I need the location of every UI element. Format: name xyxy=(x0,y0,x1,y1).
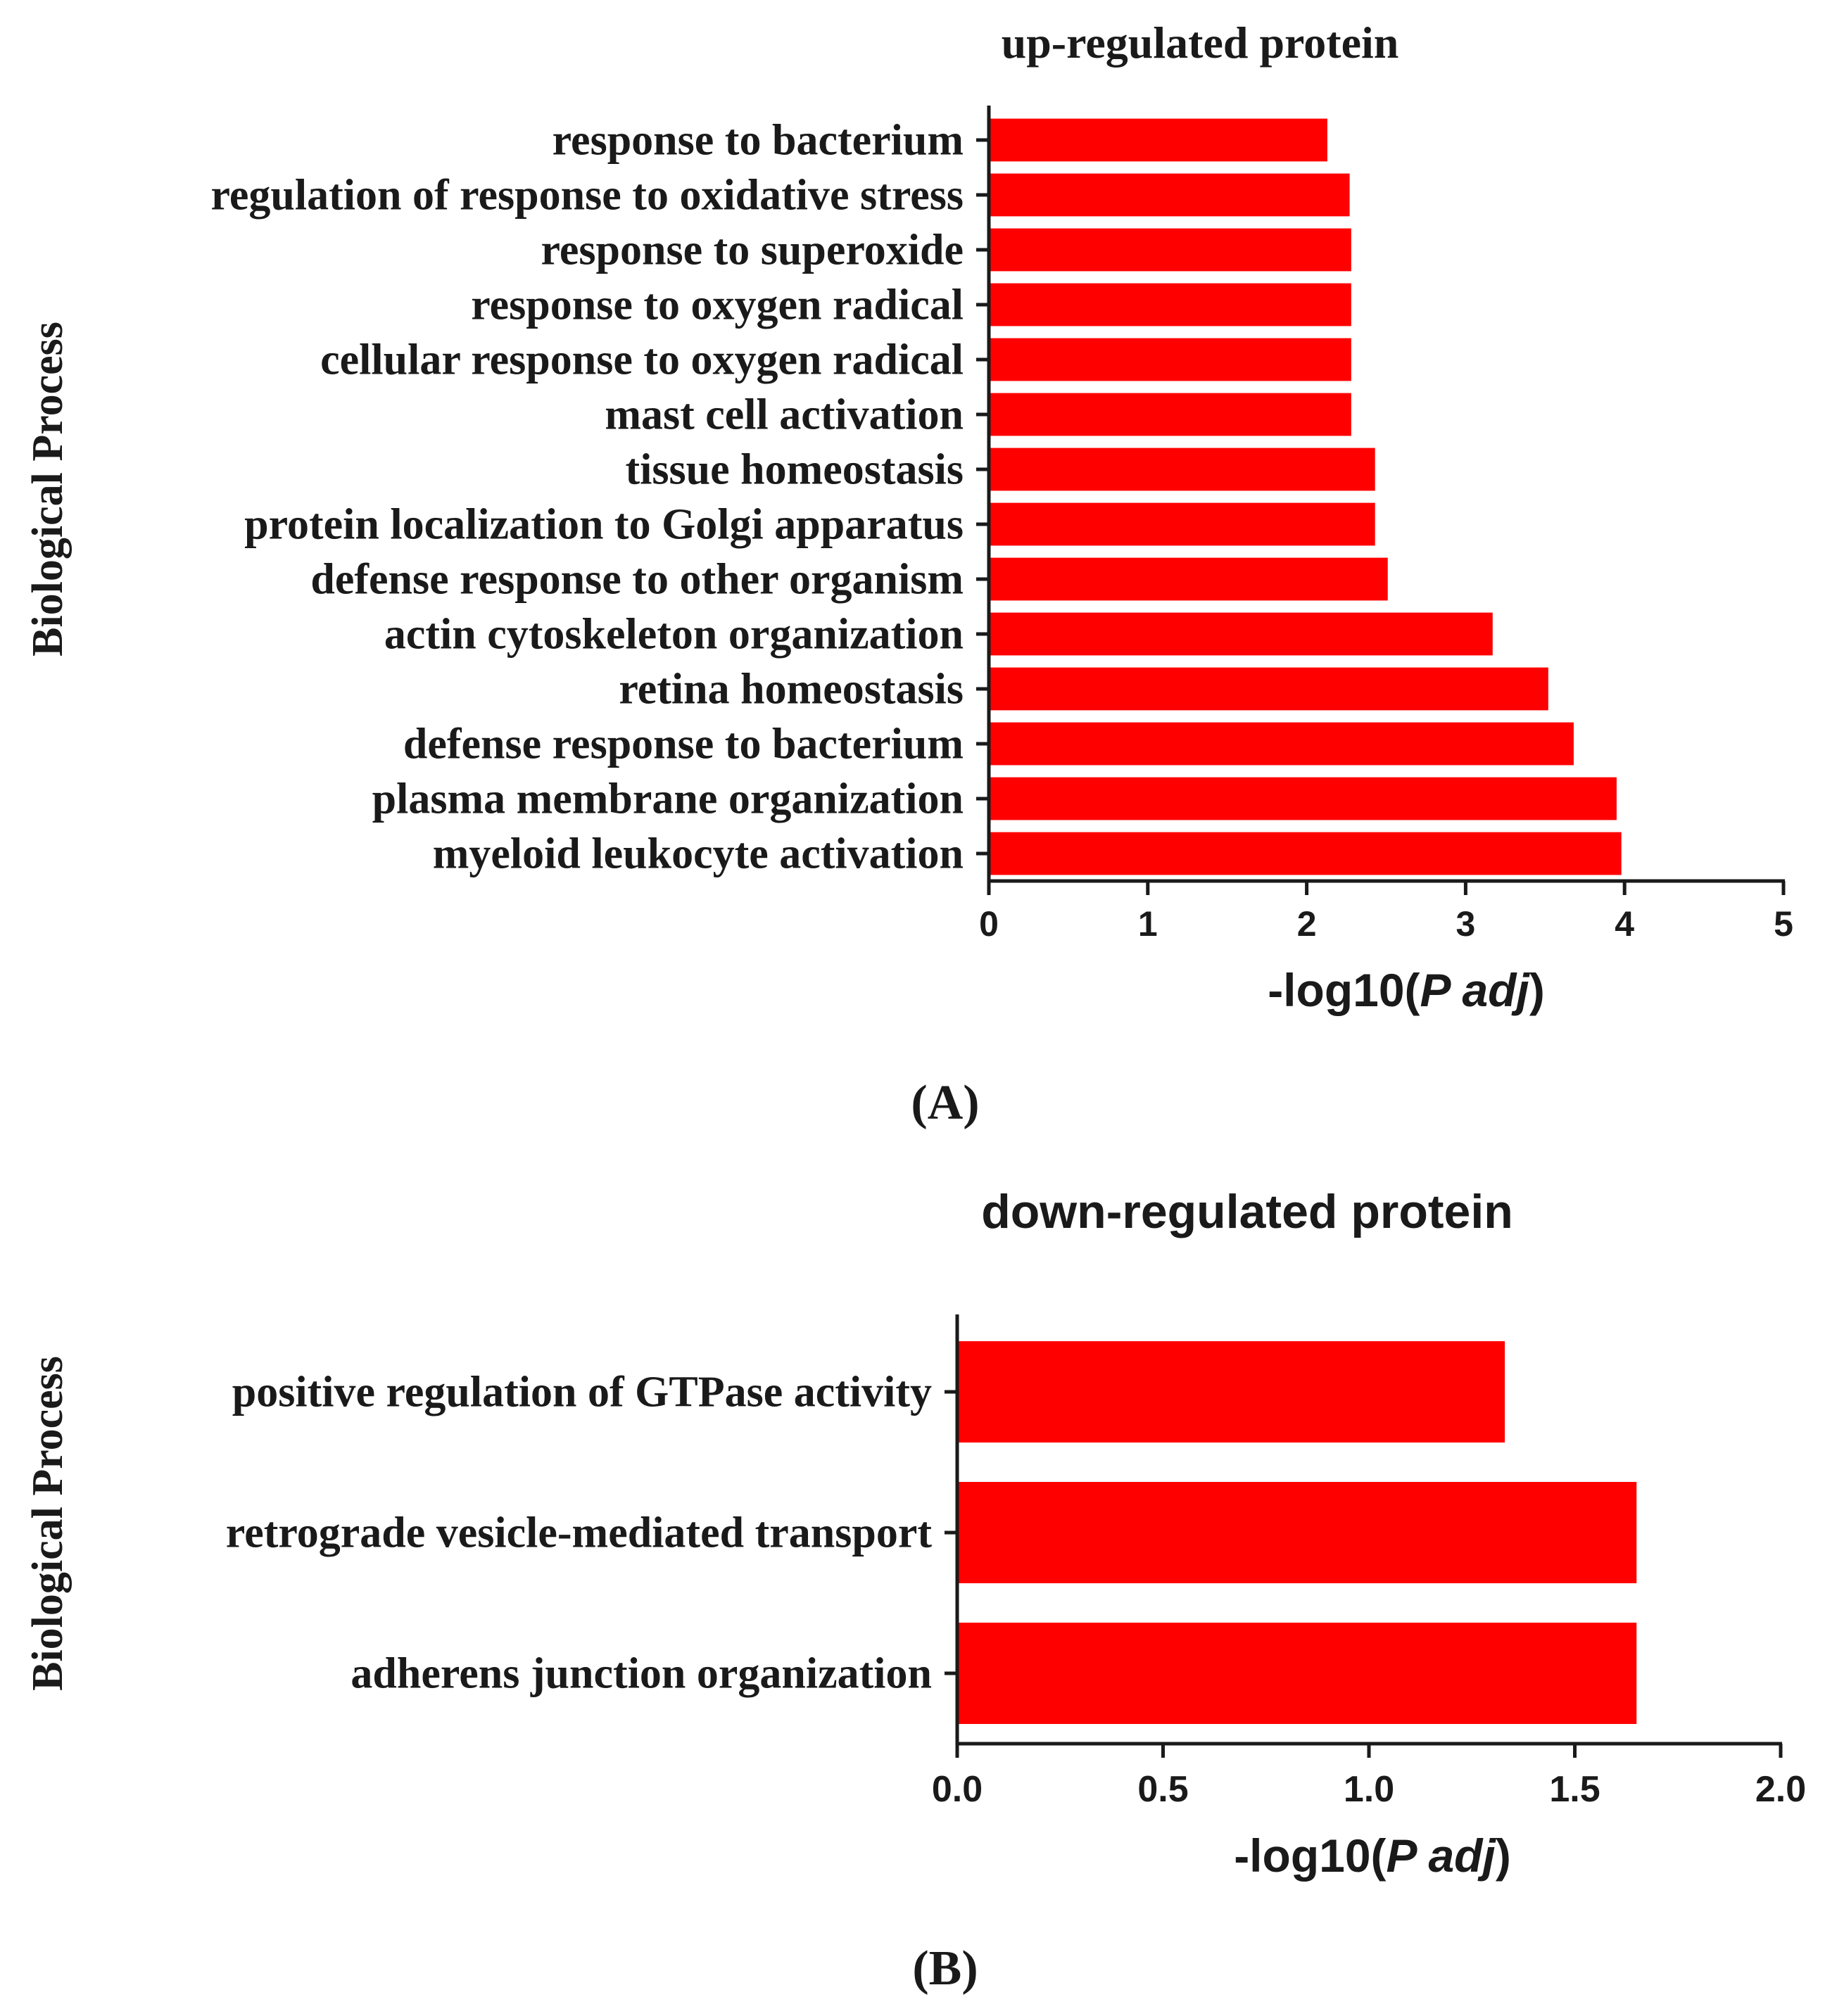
panel-b-title: down-regulated protein xyxy=(981,1185,1513,1238)
panel-a-category-label: actin cytoskeleton organization xyxy=(384,610,964,658)
panel-a-x-ticks: 0 1 2 3 4 5 xyxy=(979,881,1793,944)
panel-a-category-label: defense response to other organism xyxy=(310,555,964,603)
panel-a-category-label: mast cell activation xyxy=(605,391,964,438)
panel-a-category-label: plasma membrane organization xyxy=(372,775,964,823)
panel-a-bar xyxy=(989,228,1351,272)
panel-a-chart: up-regulated protein Biological Process … xyxy=(24,18,1793,1130)
panel-b-x-tick-label: 0.5 xyxy=(1137,1769,1188,1810)
panel-a-bar xyxy=(989,722,1574,766)
panel-b-category-label: retrograde vesicle-mediated transport xyxy=(226,1509,933,1557)
panel-b-x-tick-label: 0.0 xyxy=(932,1769,983,1810)
panel-a-bar xyxy=(989,118,1327,162)
panel-b-x-ticks: 0.0 0.5 1.0 1.5 2.0 xyxy=(932,1744,1806,1810)
panel-a-bars xyxy=(989,118,1622,875)
panel-a-category-label: retina homeostasis xyxy=(619,665,964,713)
panel-a-y-axis-label: Biological Process xyxy=(24,322,72,657)
panel-b-label: (B) xyxy=(912,1941,978,1996)
panel-b-category-label: adherens junction organization xyxy=(351,1649,932,1697)
panel-a-bar xyxy=(989,557,1388,601)
panel-a-category-label: response to superoxide xyxy=(541,226,964,274)
panel-a-x-tick-label: 1 xyxy=(1138,904,1158,944)
panel-a-x-tick-label: 3 xyxy=(1455,904,1475,944)
panel-a-category-label: response to bacterium xyxy=(552,116,964,164)
panel-a-category-label: cellular response to oxygen radical xyxy=(320,336,964,383)
panel-a-title: up-regulated protein xyxy=(1002,18,1399,68)
panel-a-x-axis-label: -log10(P adj) xyxy=(1268,964,1545,1016)
panel-a-category-labels: response to bacterium regulation of respo… xyxy=(211,116,989,877)
panel-a-bar xyxy=(989,832,1622,875)
panel-a-category-label: regulation of response to oxidative stre… xyxy=(211,171,964,219)
panel-a-bar xyxy=(989,393,1351,436)
panel-a-bar xyxy=(989,777,1617,820)
panel-a-x-tick-label: 2 xyxy=(1297,904,1317,944)
panel-b-chart: down-regulated protein Biological Proces… xyxy=(24,1185,1806,1996)
panel-a-x-tick-label: 0 xyxy=(979,904,999,944)
panel-b-x-tick-label: 2.0 xyxy=(1755,1769,1806,1810)
panel-a-x-tick-label: 5 xyxy=(1774,904,1793,944)
panel-a-category-label: defense response to bacterium xyxy=(403,720,964,768)
panel-b-x-tick-label: 1.5 xyxy=(1549,1769,1600,1810)
panel-a-category-label: protein localization to Golgi apparatus xyxy=(244,500,964,548)
panel-a-x-tick-label: 4 xyxy=(1615,904,1634,944)
panel-a-category-label: tissue homeostasis xyxy=(625,445,964,493)
panel-b-bar xyxy=(957,1482,1637,1583)
panel-a-bar xyxy=(989,448,1375,491)
panel-a-bar xyxy=(989,338,1351,381)
panel-b-bar xyxy=(957,1623,1637,1724)
panel-b-x-tick-label: 1.0 xyxy=(1344,1769,1394,1810)
panel-a-label: (A) xyxy=(911,1076,979,1130)
panel-b-bars xyxy=(957,1341,1637,1724)
panel-b-category-label: positive regulation of GTPase activity xyxy=(232,1368,932,1416)
panel-b-x-axis-label: -log10(P adj) xyxy=(1234,1830,1511,1882)
panel-b-bar xyxy=(957,1341,1505,1443)
panel-a-bar xyxy=(989,283,1351,327)
panel-a-bar xyxy=(989,612,1493,656)
panel-a-bar xyxy=(989,667,1548,711)
panel-b-y-axis-label: Biological Process xyxy=(24,1356,72,1691)
panel-a-bar xyxy=(989,502,1375,546)
panel-b-category-labels: positive regulation of GTPase activity re… xyxy=(226,1368,957,1697)
panel-a-category-label: response to oxygen radical xyxy=(471,281,964,329)
panel-a-category-label: myeloid leukocyte activation xyxy=(433,830,964,877)
panel-a-bar xyxy=(989,173,1350,217)
